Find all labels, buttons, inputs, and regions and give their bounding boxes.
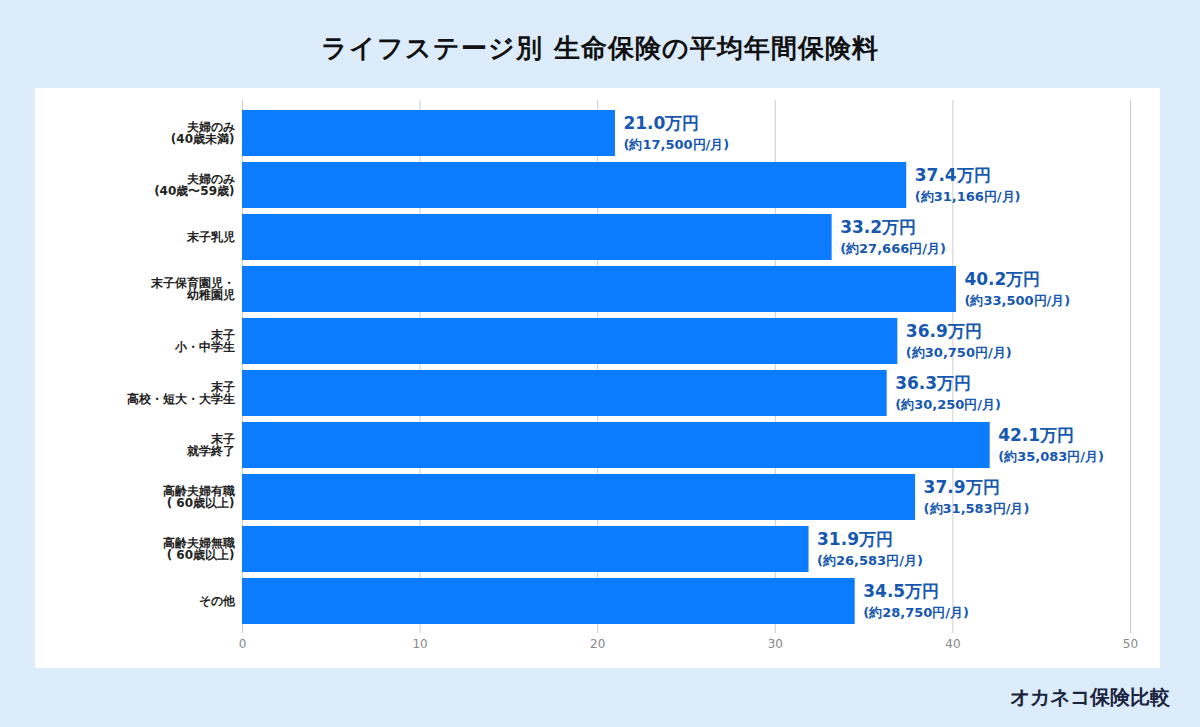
svg-text:(約31,583円/月): (約31,583円/月) xyxy=(924,501,1030,516)
html-text:オカネコ保険比較: オカネコ保険比較 xyxy=(1010,685,1170,709)
html-text:ライフステージ別 生命保険の平均年間保険料: ライフステージ別 生命保険の平均年間保険料 xyxy=(321,33,879,63)
svg-text:33.2万円: 33.2万円 xyxy=(840,217,916,237)
svg-text:21.0万円: 21.0万円 xyxy=(623,113,699,133)
svg-text:(約33,500円/月): (約33,500円/月) xyxy=(964,293,1070,308)
svg-text:(約30,750円/月): (約30,750円/月) xyxy=(906,345,1012,360)
svg-text:37.9万円: 37.9万円 xyxy=(924,477,1000,497)
svg-text:50: 50 xyxy=(1123,637,1138,651)
svg-text:夫婦のみ(40歳未満): 夫婦のみ(40歳未満) xyxy=(171,120,235,146)
svg-text:(約27,666円/月): (約27,666円/月) xyxy=(840,241,946,256)
svg-text:(約31,166円/月): (約31,166円/月) xyxy=(915,189,1021,204)
svg-text:(約26,583円/月): (約26,583円/月) xyxy=(817,553,923,568)
svg-text:末子保育園児・幼稚園児: 末子保育園児・幼稚園児 xyxy=(150,276,235,302)
svg-text:末子乳児: 末子乳児 xyxy=(186,230,235,244)
svg-text:高齢夫婦無職( 60歳以上): 高齢夫婦無職( 60歳以上) xyxy=(163,536,235,562)
svg-text:40: 40 xyxy=(945,637,960,651)
svg-text:42.1万円: 42.1万円 xyxy=(998,425,1074,445)
svg-text:36.3万円: 36.3万円 xyxy=(895,373,971,393)
svg-text:その他: その他 xyxy=(199,594,236,608)
svg-text:40.2万円: 40.2万円 xyxy=(964,269,1040,289)
svg-text:(約35,083円/月): (約35,083円/月) xyxy=(998,449,1104,464)
svg-text:31.9万円: 31.9万円 xyxy=(817,529,893,549)
svg-text:(約28,750円/月): (約28,750円/月) xyxy=(863,605,969,620)
svg-text:夫婦のみ(40歳〜59歳): 夫婦のみ(40歳〜59歳) xyxy=(154,172,234,198)
svg-text:36.9万円: 36.9万円 xyxy=(906,321,982,341)
svg-text:34.5万円: 34.5万円 xyxy=(863,581,939,601)
svg-text:末子就学終了: 末子就学終了 xyxy=(186,432,235,458)
svg-text:30: 30 xyxy=(768,637,783,651)
svg-text:37.4万円: 37.4万円 xyxy=(915,165,991,185)
svg-text:(約17,500円/月): (約17,500円/月) xyxy=(623,137,729,152)
svg-text:(約30,250円/月): (約30,250円/月) xyxy=(895,397,1001,412)
svg-text:20: 20 xyxy=(590,637,605,651)
svg-text:0: 0 xyxy=(239,637,247,651)
svg-text:高齢夫婦有職( 60歳以上): 高齢夫婦有職( 60歳以上) xyxy=(163,484,235,510)
svg-text:末子小・中学生: 末子小・中学生 xyxy=(174,328,235,354)
svg-text:10: 10 xyxy=(412,637,427,651)
svg-text:末子高校・短大・大学生: 末子高校・短大・大学生 xyxy=(127,380,235,406)
